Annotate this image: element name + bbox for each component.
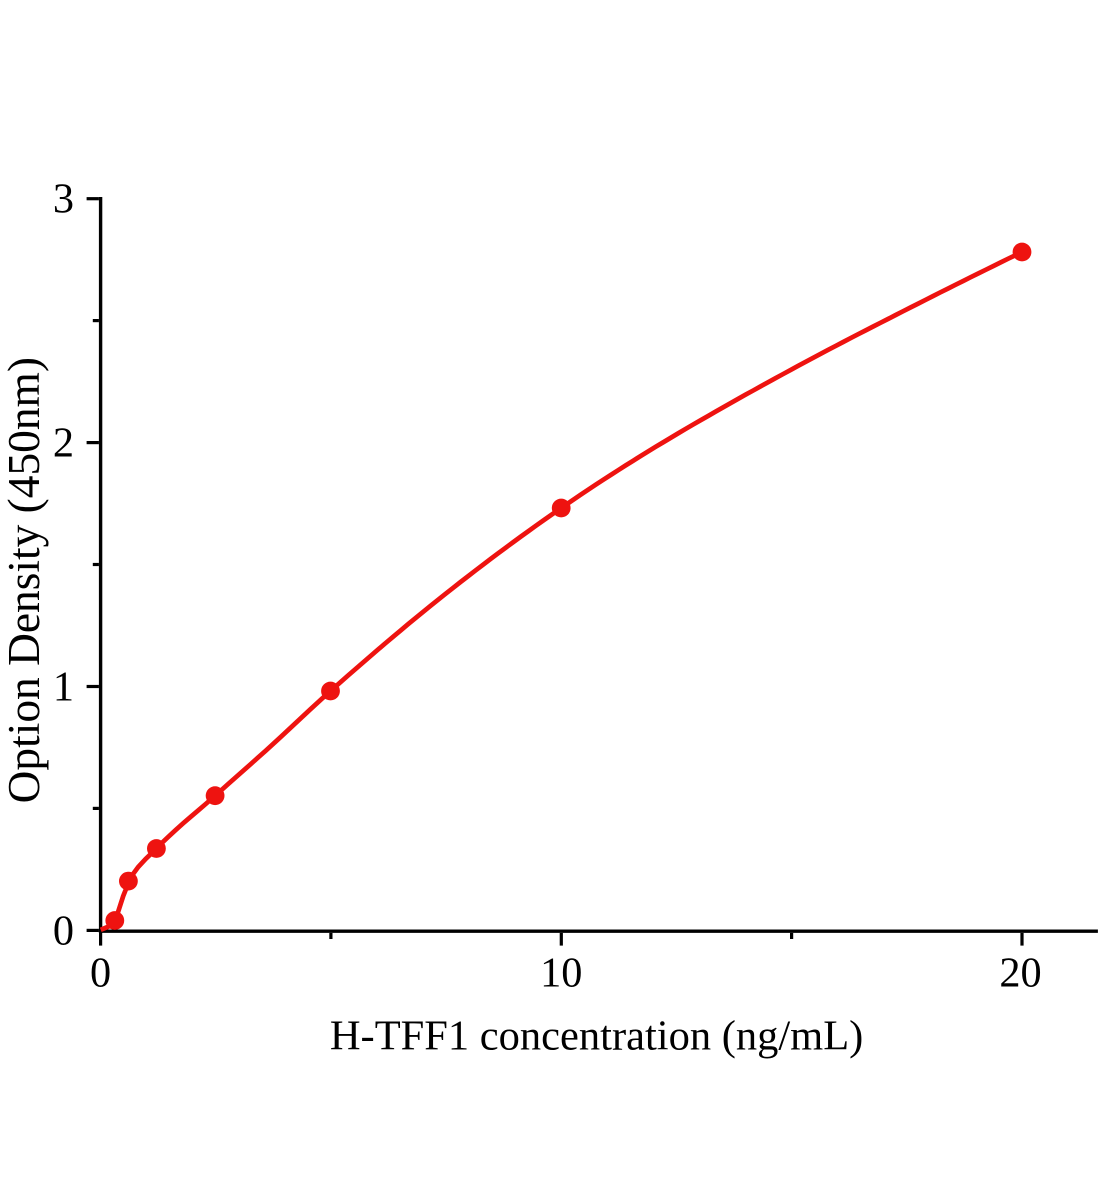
svg-text:0: 0 xyxy=(53,907,74,954)
svg-text:0: 0 xyxy=(90,949,111,996)
svg-text:10: 10 xyxy=(540,949,582,996)
svg-text:Option Density (450nm): Option Density (450nm) xyxy=(0,357,49,803)
svg-text:H-TFF1 concentration (ng/mL): H-TFF1 concentration (ng/mL) xyxy=(330,1013,864,1060)
svg-text:3: 3 xyxy=(53,176,74,223)
svg-text:1: 1 xyxy=(53,663,74,710)
svg-text:20: 20 xyxy=(999,949,1041,996)
svg-text:2: 2 xyxy=(53,420,74,467)
